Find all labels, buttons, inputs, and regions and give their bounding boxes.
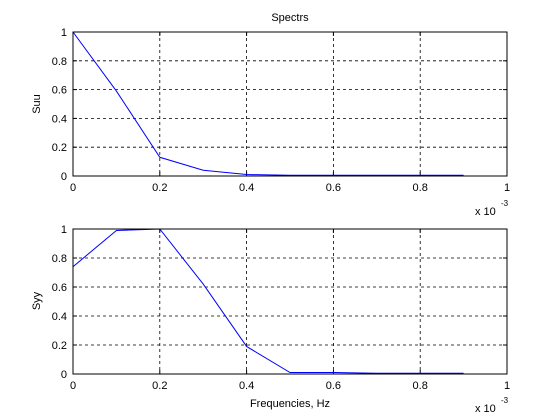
syy-x-tick-label: 0.4 (239, 380, 254, 392)
syy-x-tick-label: 0.2 (152, 380, 167, 392)
suu-y-tick-label: 1 (61, 27, 67, 39)
suu-y-tick-label: 0.8 (52, 56, 67, 68)
syy-ticks: 0 0.2 0.4 0.6 0.8 1 0 0.2 0.4 0.6 0.8 1 (52, 224, 510, 392)
chart-title: Spectrs (271, 12, 309, 24)
syy-x-tick-label: 1 (504, 380, 510, 392)
syy-x-tick-label: 0 (70, 380, 76, 392)
suu-x-tick-label: 0.4 (239, 182, 254, 194)
syy-x-scale-exponent: -3 (501, 396, 509, 405)
suu-plot-area (73, 32, 507, 176)
syy-axes: 0 0.2 0.4 0.6 0.8 1 0 0.2 0.4 0.6 0.8 1 Syy Frequen… (31, 224, 510, 415)
suu-y-tick-label: 0.4 (52, 113, 67, 125)
syy-plot-area (73, 229, 507, 374)
syy-x-scale-base: x 10 (475, 403, 496, 415)
suu-axes-frame (72, 31, 508, 177)
syy-axes-frame (72, 228, 508, 375)
suu-x-tick-label: 0.8 (413, 182, 428, 194)
suu-y-tick-label: 0.6 (52, 85, 67, 97)
suu-series-group (72, 31, 464, 176)
syy-x-tick-label: 0.6 (326, 380, 341, 392)
suu-x-tick-label: 0.2 (152, 182, 167, 194)
syy-series-group (72, 228, 464, 374)
suu-series-line (72, 31, 464, 176)
suu-grid (73, 32, 507, 176)
syy-y-tick-label: 1 (61, 224, 67, 236)
suu-x-tick-label: 0.6 (326, 182, 341, 194)
syy-y-tick-label: 0.6 (52, 282, 67, 294)
suu-y-axis-label: Suu (31, 94, 43, 114)
syy-series-line (72, 228, 464, 374)
syy-y-axis-label: Syy (31, 291, 43, 310)
syy-y-tick-label: 0.4 (52, 311, 67, 323)
syy-y-tick-label: 0.8 (52, 253, 67, 265)
syy-y-tick-label: 0 (61, 369, 67, 381)
suu-x-scale-base: x 10 (475, 206, 496, 218)
suu-axes: 0 0.2 0.4 0.6 0.8 1 0 0.2 0.4 0.6 0.8 1 Spectrs Suu… (31, 12, 510, 218)
syy-x-tick-label: 0.8 (413, 380, 428, 392)
suu-x-tick-label: 1 (504, 182, 510, 194)
syy-x-axis-label: Frequencies, Hz (250, 398, 330, 410)
syy-y-tick-label: 0.2 (52, 340, 67, 352)
suu-y-tick-label: 0.2 (52, 142, 67, 154)
suu-ticks: 0 0.2 0.4 0.6 0.8 1 0 0.2 0.4 0.6 0.8 1 (52, 27, 510, 194)
suu-y-tick-label: 0 (61, 171, 67, 183)
syy-grid (73, 229, 507, 374)
suu-x-scale-exponent: -3 (501, 199, 509, 208)
suu-x-tick-label: 0 (70, 182, 76, 194)
